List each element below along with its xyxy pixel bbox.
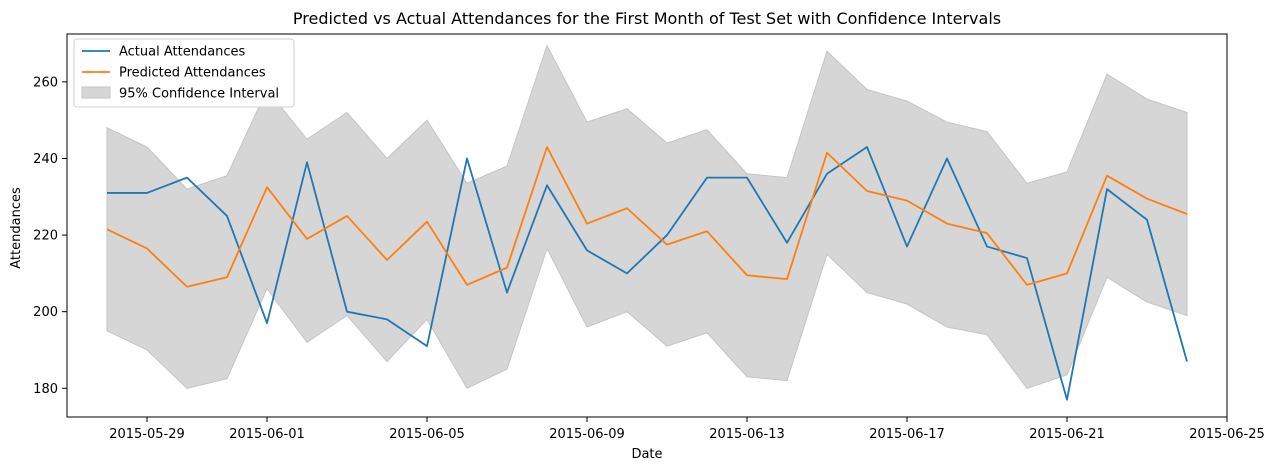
plot-frame	[66, 33, 1228, 418]
x-tick-label: 2015-06-01	[229, 427, 305, 442]
axes-layer: 2015-05-29 2015-06-01 2015-06-05 2015-06-09…	[33, 33, 1264, 442]
chart-title: Predicted vs Actual Attendances for the …	[293, 9, 1001, 28]
y-tick-label: 240	[33, 152, 58, 167]
x-tick-label: 2015-06-21	[1029, 427, 1105, 442]
y-tick-label: 200	[33, 305, 58, 320]
legend-item-confidence-label: 95% Confidence Interval	[119, 87, 279, 102]
x-axis-title: Date	[631, 447, 662, 462]
legend: Actual Attendances Predicted Attendances 9…	[73, 38, 295, 108]
y-axis-title: Attendances	[9, 187, 24, 269]
legend-item-confidence-swatch	[81, 86, 111, 99]
legend-item-predicted-label: Predicted Attendances	[119, 66, 266, 81]
series-line-predicted	[106, 146, 1188, 288]
confidence-interval-band	[106, 44, 1188, 389]
confidence-band-layer	[106, 44, 1188, 389]
x-tick-label: 2015-06-17	[869, 427, 945, 442]
x-tick-label: 2015-06-25	[1189, 427, 1264, 442]
y-tick-label: 220	[33, 229, 58, 244]
legend-item-actual-label: Actual Attendances	[119, 45, 246, 60]
y-tick-label: 260	[33, 75, 58, 90]
x-tick-label: 2015-06-13	[709, 427, 785, 442]
series-layer	[106, 146, 1188, 401]
x-tick-label: 2015-06-09	[549, 427, 625, 442]
series-line-actual	[107, 146, 1188, 401]
x-tick-label: 2015-06-05	[389, 427, 465, 442]
y-tick-label: 180	[33, 382, 58, 397]
legend-box	[73, 38, 295, 108]
x-tick-label: 2015-05-29	[109, 427, 185, 442]
